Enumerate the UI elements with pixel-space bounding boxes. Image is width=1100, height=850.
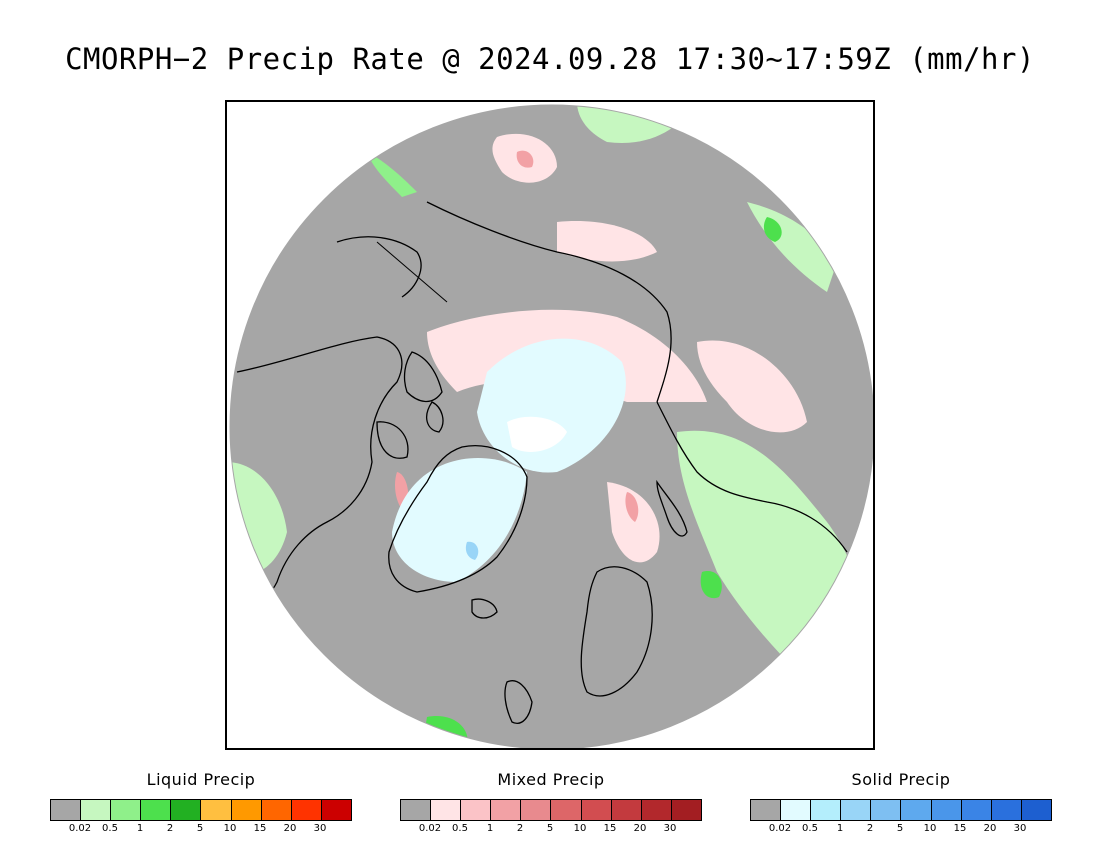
legend-swatch [581,800,612,820]
solid-region-greenland [392,458,527,582]
legend-color-bar [400,799,702,821]
legend-swatch [401,800,432,820]
legend-swatch [551,800,582,820]
solid-cell-greenland [465,541,479,560]
legend-swatch [841,800,872,820]
legend-swatch [231,800,262,820]
legend-mixed: Mixed Precip 0.02 0.5 1 2 5 10 15 20 30 [400,770,702,837]
legend-swatch [111,800,142,820]
legend-tick-label: 5 [896,823,904,834]
legend-tick-label: 1 [136,823,144,834]
russia-north-coast [656,401,848,553]
legend-swatch [291,800,322,820]
legend-tick-label: 20 [633,823,647,834]
legend-liquid: Liquid Precip 0.02 0.5 1 2 5 10 15 20 30 [50,770,352,837]
map-canvas [229,104,873,748]
liquid-region-west-coast [367,152,417,197]
legend-swatch [261,800,292,820]
legend-tick-label: 10 [573,823,587,834]
legend-tick-label: 15 [603,823,617,834]
legend-tick-label: 0.5 [102,823,118,834]
legend-tick-label: 30 [313,823,327,834]
british-isles-coastline [504,680,533,724]
legend-tick-labels: 0.02 0.5 1 2 5 10 15 20 30 [400,823,700,837]
legend-tick-label: 0.5 [452,823,468,834]
legend-tick-label: 20 [283,823,297,834]
legend-tick-label: 1 [836,823,844,834]
legend-swatch [521,800,552,820]
legend-tick-label: 0.02 [418,823,442,834]
polar-precip-map[interactable] [225,100,875,750]
legend-swatch [931,800,962,820]
legend-swatch [461,800,492,820]
legend-swatch [811,800,842,820]
alaska-coastline [336,236,422,298]
legend-swatch [51,800,82,820]
polar-disk-edge [229,104,873,748]
legend-tick-label: 10 [223,823,237,834]
legend-tick-labels: 0.02 0.5 1 2 5 10 15 20 30 [50,823,350,837]
legend-tick-label: 30 [663,823,677,834]
legend-tick-label: 1 [486,823,494,834]
legend-swatch [671,800,701,820]
liquid-cell-1 [700,571,722,599]
legend-swatch [1021,800,1051,820]
legend-tick-label: 2 [866,823,874,834]
legend-color-bar [750,799,1052,821]
legend-swatch [991,800,1022,820]
legend-swatch [641,800,672,820]
mixed-region-east [697,340,807,433]
liquid-cell-3 [763,217,782,242]
page-title: CMORPH−2 Precip Rate @ 2024.09.28 17:30∼… [65,42,1035,76]
legend-tick-label: 10 [923,823,937,834]
novaya-zemlya-coastline [656,479,688,537]
legend-swatch [171,800,202,820]
legend-tick-label: 2 [166,823,174,834]
legend-tick-label: 0.02 [68,823,92,834]
legend-swatch [961,800,992,820]
legend-swatch [751,800,782,820]
legend-tick-label: 2 [516,823,524,834]
legend-tick-labels: 0.02 0.5 1 2 5 10 15 20 30 [750,823,1050,837]
iceland-coastline [471,598,498,619]
legend-tick-label: 0.5 [802,823,818,834]
legend-swatch [141,800,172,820]
legend-tick-label: 30 [1013,823,1027,834]
greenland-coastline [388,445,528,593]
solid-pole-core [507,416,567,452]
siberia-coastline [426,201,672,403]
legend-tick-label: 15 [253,823,267,834]
legend-swatch [901,800,932,820]
mixed-region-south [607,482,660,563]
legend-swatch [321,800,351,820]
legend-swatch [871,800,902,820]
canada-coastline [230,336,403,618]
legend-tick-label: 15 [953,823,967,834]
legend-swatch [431,800,462,820]
legend-title: Liquid Precip [146,770,256,789]
legend-color-bar [50,799,352,821]
scandinavia-coastline [580,566,653,697]
mixed-heavy-1 [516,150,534,168]
legend-tick-label: 5 [546,823,554,834]
legend-swatch [491,800,522,820]
coastlines [230,201,848,724]
legend-swatch [81,800,112,820]
canada-arctic-islands [376,351,444,459]
legend-swatch [201,800,232,820]
legend-swatch [611,800,642,820]
legend-tick-label: 20 [983,823,997,834]
legend-solid: Solid Precip 0.02 0.5 1 2 5 10 15 20 30 [750,770,1052,837]
mixed-region-ne [557,221,657,262]
legend-tick-label: 5 [196,823,204,834]
legend-title: Mixed Precip [497,770,605,789]
legend-tick-label: 0.02 [768,823,792,834]
legend-title: Solid Precip [851,770,951,789]
mixed-heavy-2 [625,492,639,522]
legend-swatch [781,800,812,820]
alaska-canada-border [376,241,448,303]
